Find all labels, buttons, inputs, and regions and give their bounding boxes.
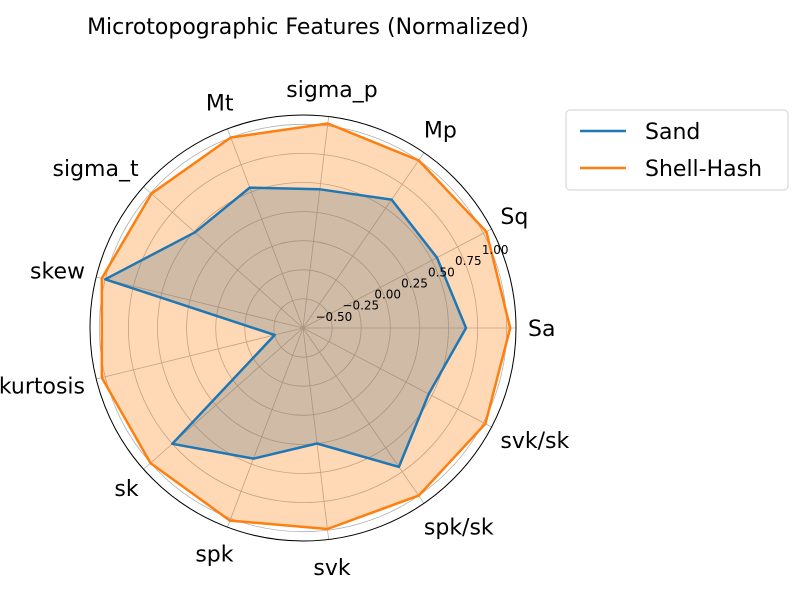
radial-tick-labels: −0.50−0.250.000.250.500.751.00 bbox=[316, 243, 509, 324]
r-tick-label: −0.50 bbox=[316, 310, 353, 324]
grid-spoke bbox=[302, 152, 425, 329]
category-label: kurtosis bbox=[0, 375, 85, 400]
r-tick-label: 0.75 bbox=[455, 254, 482, 268]
series-fill-0 bbox=[105, 187, 466, 467]
grid-spoke bbox=[302, 327, 330, 540]
legend-label: Shell-Hash bbox=[645, 157, 762, 182]
grid-spoke bbox=[302, 327, 492, 428]
grid-spoke bbox=[96, 327, 304, 380]
grid-spoke bbox=[143, 186, 304, 329]
category-label: Sa bbox=[528, 317, 555, 342]
category-label: Mt bbox=[206, 92, 234, 117]
grid-spoke bbox=[227, 128, 304, 329]
grid-spoke bbox=[143, 327, 304, 470]
grid-spoke bbox=[96, 276, 304, 329]
series-layer bbox=[100, 122, 512, 531]
category-label: sk bbox=[114, 477, 138, 502]
category-label: spk bbox=[195, 542, 233, 567]
series-line-0 bbox=[103, 186, 468, 469]
category-label: skew bbox=[30, 259, 85, 284]
r-tick-label: 1.00 bbox=[482, 243, 509, 257]
category-label: svk bbox=[313, 556, 350, 581]
grid-spoke bbox=[227, 327, 304, 528]
r-tick-label: 0.25 bbox=[401, 277, 428, 291]
polar-frame bbox=[89, 114, 517, 542]
category-label: Sq bbox=[500, 205, 528, 230]
category-label: svk/sk bbox=[500, 429, 569, 454]
chart-title: Microtopographic Features (Normalized) bbox=[87, 15, 529, 40]
series-line-1 bbox=[100, 122, 512, 531]
legend-label: Sand bbox=[645, 120, 700, 145]
radar-grid bbox=[89, 114, 517, 542]
grid-spoke bbox=[302, 327, 425, 504]
category-label: Mp bbox=[424, 119, 457, 144]
r-tick-label: 0.50 bbox=[428, 265, 455, 279]
legend: Sand Shell-Hash bbox=[565, 109, 789, 191]
r-tick-label: −0.25 bbox=[342, 299, 379, 313]
category-label: spk/sk bbox=[424, 515, 494, 540]
grid-spoke bbox=[302, 116, 330, 329]
r-tick-label: 0.00 bbox=[374, 288, 401, 302]
category-label: sigma_t bbox=[53, 157, 139, 182]
grid-spoke bbox=[302, 228, 492, 329]
category-label: sigma_p bbox=[286, 78, 377, 103]
